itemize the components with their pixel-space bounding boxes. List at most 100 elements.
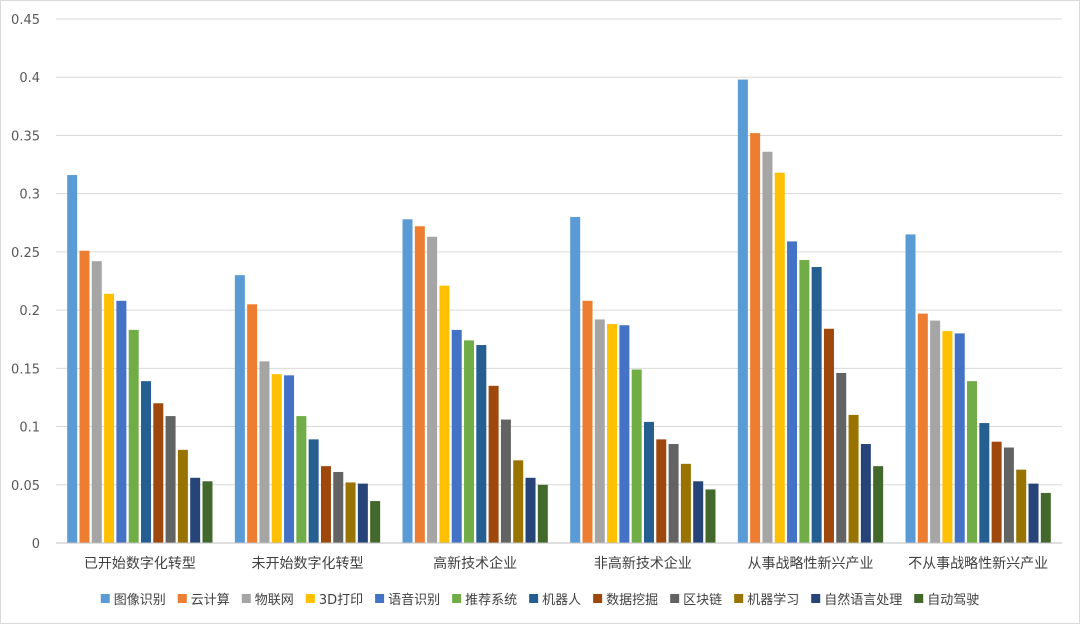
bar	[954, 333, 965, 543]
bar	[582, 300, 593, 543]
legend-label: 推荐系统	[465, 593, 517, 608]
y-tick-label: 0.1	[19, 421, 40, 436]
bar	[116, 300, 127, 543]
bar	[823, 328, 834, 543]
x-category-label: 非高新技术企业	[594, 555, 692, 572]
x-category-label: 从事战略性新兴产业	[748, 556, 874, 572]
legend-swatch	[100, 594, 110, 603]
bar	[427, 236, 438, 544]
bar	[202, 481, 213, 543]
bar	[643, 421, 654, 543]
bar	[177, 449, 188, 543]
bar	[594, 319, 605, 543]
bar	[259, 361, 270, 543]
bar	[917, 313, 928, 543]
bar	[1028, 483, 1039, 543]
bar	[234, 275, 245, 543]
legend-swatch	[177, 594, 187, 603]
legend-swatch	[452, 594, 462, 603]
bar	[680, 463, 691, 543]
bar	[128, 329, 139, 543]
bar	[464, 340, 475, 543]
x-category-label: 未开始数字化转型	[252, 556, 364, 572]
bar	[668, 444, 679, 543]
y-tick-label: 0.15	[11, 362, 40, 377]
bar	[333, 471, 344, 543]
bar	[488, 385, 499, 543]
y-tick-label: 0.45	[11, 13, 40, 28]
bar	[537, 484, 548, 543]
legend: 图像识别 云计算 物联网 3D打印 语音识别 推荐系统 机器人 数据挖掘 区块链 机器学习 自然语言…	[100, 592, 979, 608]
bar	[656, 439, 667, 543]
y-tick-label: 0.25	[11, 246, 40, 261]
bar	[570, 216, 581, 543]
legend-swatch	[670, 594, 680, 603]
bar	[402, 219, 413, 544]
bar	[104, 293, 115, 543]
bar	[905, 234, 916, 543]
bar	[79, 250, 90, 544]
bar	[631, 369, 642, 543]
bar	[513, 460, 524, 543]
bar	[91, 261, 102, 543]
bar	[750, 133, 761, 544]
legend-label: 图像识别	[114, 593, 166, 608]
legend-label: 区块链	[683, 593, 722, 608]
legend-label: 云计算	[191, 593, 230, 608]
bar	[787, 241, 798, 544]
bar	[836, 372, 847, 543]
bar	[774, 172, 785, 543]
bar	[439, 285, 450, 543]
legend-label: 机器人	[542, 593, 581, 608]
y-tick-label: 0.4	[19, 71, 40, 86]
legend-swatch	[305, 594, 315, 603]
bar	[991, 441, 1002, 543]
bar	[190, 477, 201, 543]
y-tick-label: 0.35	[11, 129, 40, 144]
bar	[414, 226, 425, 543]
bar	[284, 375, 295, 543]
legend-label: 数据挖掘	[606, 593, 658, 608]
x-category-label: 高新技术企业	[433, 555, 517, 572]
legend-swatch	[529, 594, 539, 603]
bar	[873, 466, 884, 543]
bar	[693, 481, 704, 543]
y-tick-label: 0	[32, 537, 40, 552]
legend-swatch	[734, 594, 744, 603]
bar	[1016, 469, 1027, 543]
bar	[762, 151, 773, 543]
gridlines	[56, 18, 1062, 486]
bar	[979, 423, 990, 543]
bar	[345, 482, 356, 543]
x-category-label: 不从事战略性新兴产业	[908, 556, 1048, 572]
bar	[607, 324, 618, 543]
bar	[165, 416, 176, 543]
bar	[451, 329, 462, 543]
bar	[67, 175, 78, 543]
legend-label: 语音识别	[388, 592, 440, 608]
legend-swatch	[914, 594, 924, 603]
legend-label: 机器学习	[747, 592, 799, 608]
legend-label: 自然语言处理	[824, 592, 902, 608]
bar	[1003, 447, 1014, 543]
bar	[271, 374, 282, 543]
legend-swatch	[241, 594, 251, 603]
legend-swatch	[811, 594, 821, 603]
bar	[308, 439, 319, 543]
legend-swatch	[375, 594, 385, 603]
bar	[370, 501, 381, 543]
bar	[799, 260, 810, 543]
legend-swatch	[593, 594, 603, 603]
bar	[619, 325, 630, 543]
bar	[1040, 492, 1051, 543]
bar	[153, 403, 164, 543]
bar	[811, 267, 822, 543]
bar	[967, 381, 978, 543]
legend-label: 3D打印	[319, 593, 363, 608]
bar	[705, 489, 716, 543]
bar	[247, 304, 258, 543]
legend-label: 物联网	[255, 593, 294, 608]
bar	[357, 483, 368, 543]
y-axis-ticks: 0 0.05 0.1 0.15 0.2 0.25 0.3 0.35 0.4 0.45	[11, 13, 40, 552]
